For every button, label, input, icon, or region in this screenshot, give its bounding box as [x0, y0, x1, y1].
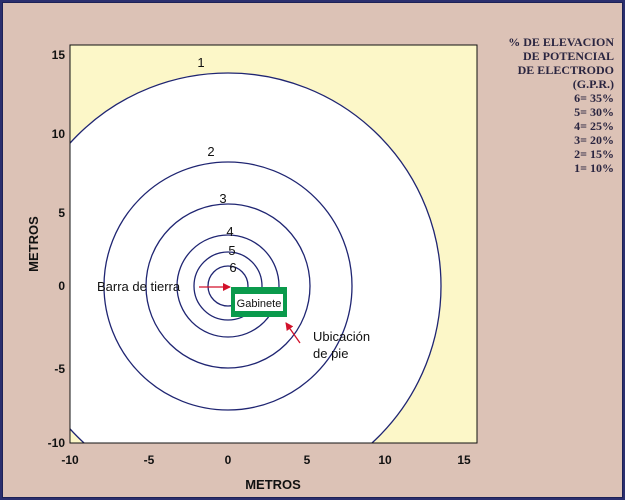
contour-label-3: 3: [219, 191, 226, 206]
x-tick-label: 10: [378, 453, 392, 467]
x-axis-title: METROS: [245, 477, 301, 492]
legend-item: 6= 35%: [508, 91, 614, 105]
x-tick-label: -10: [61, 453, 79, 467]
legend-item: 5= 30%: [508, 105, 614, 119]
y-tick-label: 5: [58, 206, 65, 220]
y-tick-label: -5: [54, 362, 65, 376]
x-tick-label: -5: [144, 453, 155, 467]
foot-location-label-line1: Ubicación: [313, 329, 370, 344]
contour-label-4: 4: [226, 224, 233, 239]
cabinet-label: Gabinete: [237, 298, 282, 310]
x-tick-label: 5: [304, 453, 311, 467]
foot-location-label-line2: de pie: [313, 346, 348, 361]
legend-title-line: DE ELECTRODO: [508, 63, 614, 77]
y-axis-title: METROS: [26, 216, 41, 272]
ground-bar-label: Barra de tierra: [97, 279, 181, 294]
y-tick-label: 15: [52, 48, 66, 62]
x-tick-label: 0: [225, 453, 232, 467]
contour-ring-1: [15, 73, 441, 497]
legend-item: 3= 20%: [508, 133, 614, 147]
legend-item: 1= 10%: [508, 161, 614, 175]
contour-label-6: 6: [229, 260, 236, 275]
contour-label-1: 1: [197, 55, 204, 70]
y-tick-label: 0: [58, 279, 65, 293]
y-tick-label: -10: [48, 436, 66, 450]
legend-item: 2= 15%: [508, 147, 614, 161]
contour-label-5: 5: [228, 243, 235, 258]
legend-title-line: DE POTENCIAL: [508, 49, 614, 63]
legend-item: 4= 25%: [508, 119, 614, 133]
y-tick-label: 10: [52, 127, 66, 141]
legend-title-line: % DE ELEVACION: [508, 35, 614, 49]
legend-title-line: (G.P.R.): [508, 77, 614, 91]
contour-label-2: 2: [207, 144, 214, 159]
gpr-legend: % DE ELEVACION DE POTENCIAL DE ELECTRODO…: [508, 35, 614, 175]
x-tick-label: 15: [457, 453, 471, 467]
